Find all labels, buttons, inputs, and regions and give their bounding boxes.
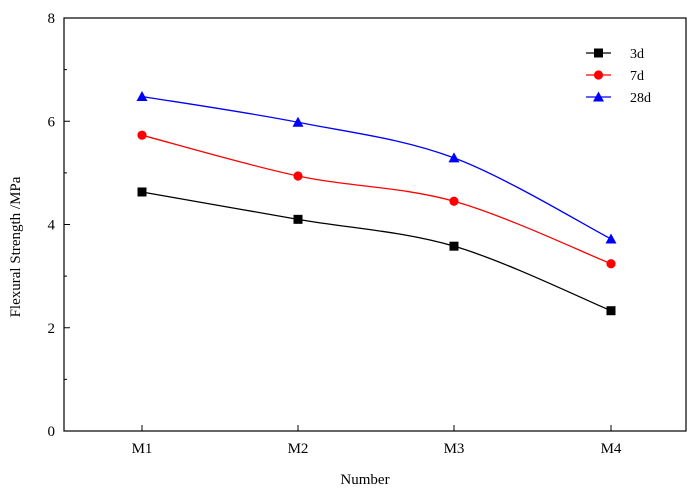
- data-point-28d: [605, 233, 617, 244]
- legend-item-3d: 3d: [586, 47, 644, 62]
- y-tick-label: 8: [48, 11, 56, 27]
- y-tick-label: 0: [48, 424, 56, 440]
- y-tick-label: 2: [48, 321, 56, 337]
- data-point-28d: [448, 152, 460, 163]
- axes: [63, 17, 687, 432]
- series-layer: [136, 90, 617, 316]
- data-point-3d: [293, 214, 303, 224]
- x-axis-title: Number: [340, 472, 389, 488]
- y-tick-label: 6: [48, 114, 56, 130]
- x-tick-label: M2: [288, 441, 309, 457]
- data-point-7d: [137, 130, 147, 140]
- legend-label: 7d: [630, 69, 644, 84]
- x-tick-label: M1: [132, 441, 153, 457]
- series-line-7d: [141, 134, 612, 265]
- legend: 3d 7d 28d: [586, 47, 651, 106]
- legend-label: 3d: [630, 47, 644, 62]
- y-tick-label: 4: [48, 218, 56, 234]
- legend-item-28d: 28d: [586, 91, 651, 106]
- legend-label: 28d: [630, 91, 651, 106]
- y-axis-title: Flexural Strength /MPa: [8, 176, 24, 317]
- x-axis-ticks: M1 M2 M3 M4: [132, 425, 622, 457]
- legend-marker: [594, 48, 603, 58]
- series-line-28d: [141, 95, 612, 240]
- series-28d: [136, 90, 617, 244]
- legend-marker: [593, 91, 604, 102]
- data-point-28d: [292, 116, 304, 127]
- legend-item-7d: 7d: [586, 69, 644, 84]
- data-point-7d: [606, 259, 616, 269]
- series-3d: [137, 187, 616, 316]
- data-point-3d: [449, 241, 459, 251]
- series-line-3d: [141, 191, 612, 312]
- series-7d: [137, 130, 616, 269]
- data-point-3d: [137, 187, 147, 197]
- x-tick-label: M3: [444, 441, 465, 457]
- y-axis-ticks: 0 2 4 6 8: [48, 11, 70, 440]
- plot-frame: [63, 17, 687, 432]
- data-point-7d: [449, 196, 459, 206]
- data-point-28d: [136, 90, 148, 101]
- data-point-7d: [293, 171, 303, 181]
- x-tick-label: M4: [601, 441, 622, 457]
- legend-marker: [593, 70, 604, 80]
- data-point-3d: [606, 306, 616, 316]
